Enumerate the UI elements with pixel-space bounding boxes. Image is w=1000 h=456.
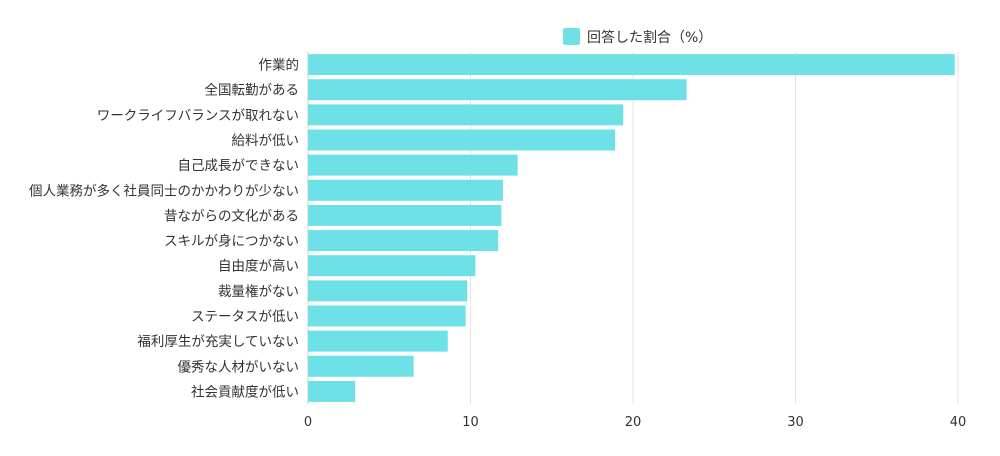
- bars: [308, 54, 955, 402]
- category-label: ワークライフバランスが取れない: [97, 108, 299, 124]
- category-label: 社会貢献度が低い: [191, 384, 299, 400]
- legend: 回答した割合（%）: [563, 28, 712, 46]
- bar: [308, 330, 448, 352]
- bar: [308, 129, 616, 151]
- category-label: 昔ながらの文化がある: [164, 208, 299, 224]
- bar: [308, 380, 356, 402]
- legend-label: 回答した割合（%）: [587, 29, 712, 46]
- category-label: スキルが身につかない: [164, 234, 299, 250]
- category-label: 個人業務が多く社員同士のかかわりが少ない: [29, 182, 299, 199]
- category-label: 給料が低い: [232, 133, 300, 149]
- bar: [308, 154, 518, 176]
- category-label: 作業的: [259, 58, 300, 74]
- legend-swatch: [563, 28, 580, 45]
- bar: [308, 255, 476, 277]
- bar: [308, 79, 687, 101]
- bar: [308, 230, 499, 252]
- category-label: 自由度が高い: [218, 258, 299, 275]
- bar: [308, 179, 503, 201]
- category-label: 優秀な人材がいない: [178, 359, 300, 375]
- x-tick-label: 20: [625, 415, 642, 430]
- bar: [308, 305, 466, 327]
- category-label: 自己成長ができない: [178, 158, 300, 174]
- x-tick-label: 30: [787, 415, 804, 430]
- category-label: 裁量権がない: [218, 283, 299, 300]
- bar: [308, 280, 468, 302]
- bar: [308, 204, 502, 226]
- category-label: ステータスが低い: [191, 309, 299, 325]
- category-labels: 作業的全国転勤があるワークライフバランスが取れない給料が低い自己成長ができない個…: [29, 58, 299, 401]
- x-tick-label: 10: [462, 415, 479, 430]
- x-axis-ticks: 0 10 20 30 40: [304, 415, 966, 430]
- bar: [308, 104, 624, 126]
- category-label: 全国転勤がある: [205, 82, 300, 99]
- category-label: 福利厚生が充実していない: [137, 334, 299, 350]
- x-tick-label: 40: [950, 415, 967, 430]
- bar: [308, 54, 955, 76]
- bar: [308, 355, 414, 377]
- x-tick-label: 0: [304, 415, 312, 430]
